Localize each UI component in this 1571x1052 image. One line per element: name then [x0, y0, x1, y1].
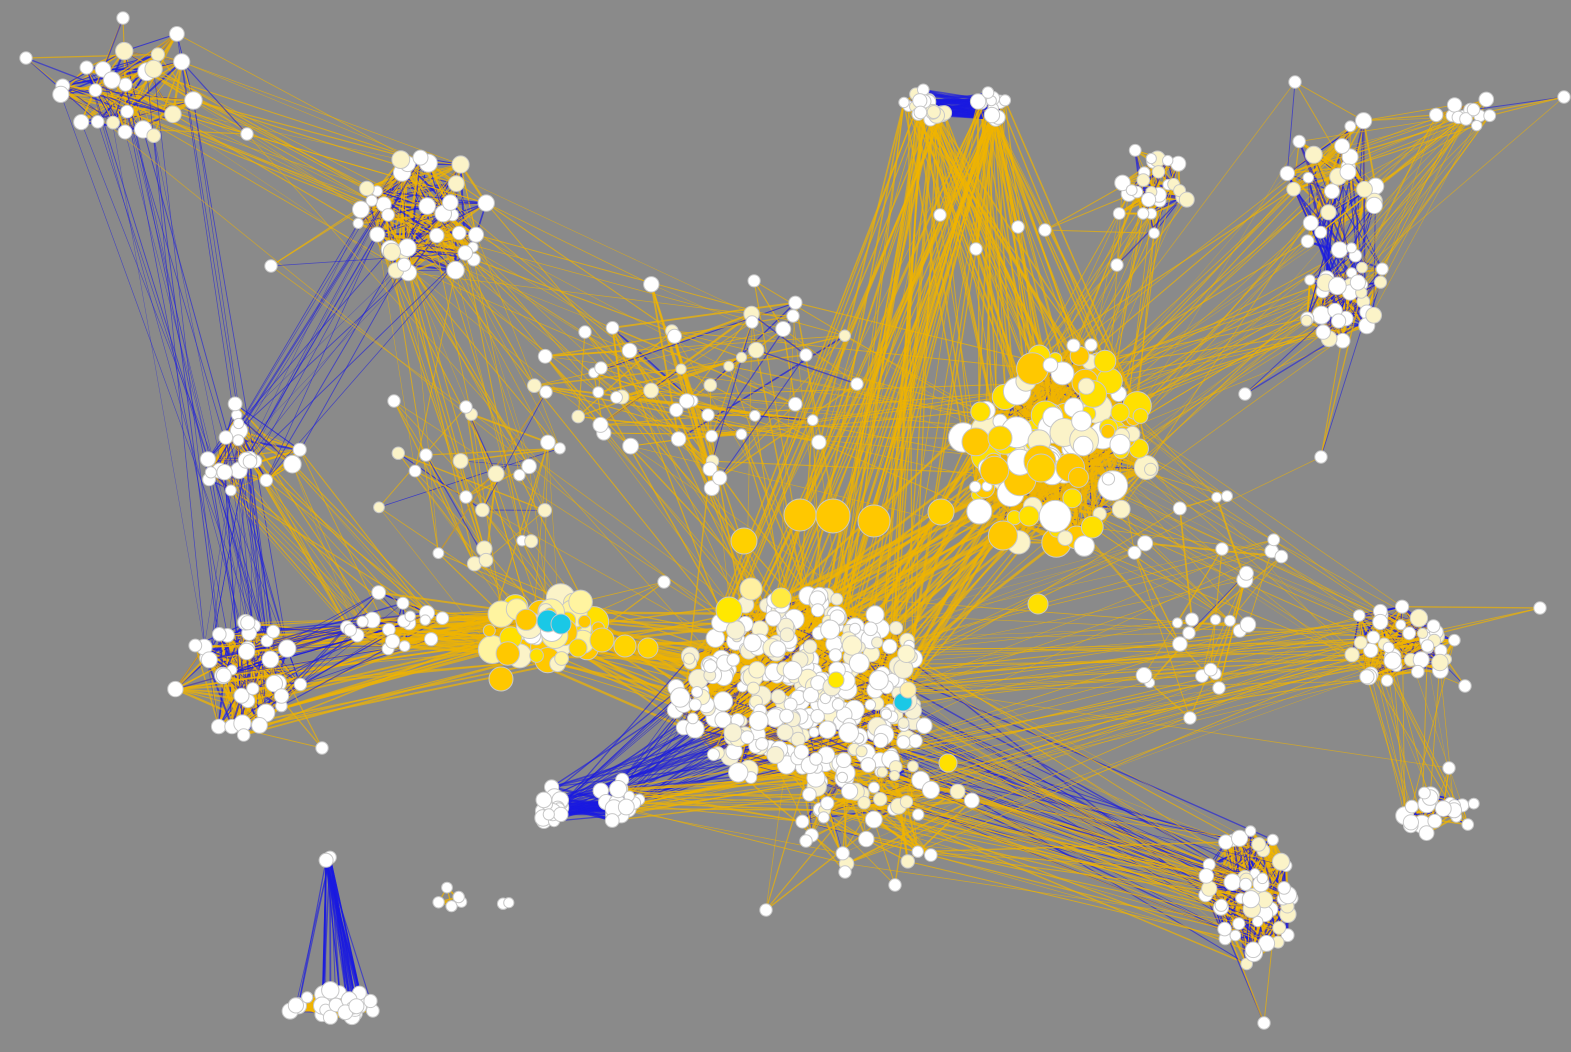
nodes-layer	[19, 11, 1571, 1030]
